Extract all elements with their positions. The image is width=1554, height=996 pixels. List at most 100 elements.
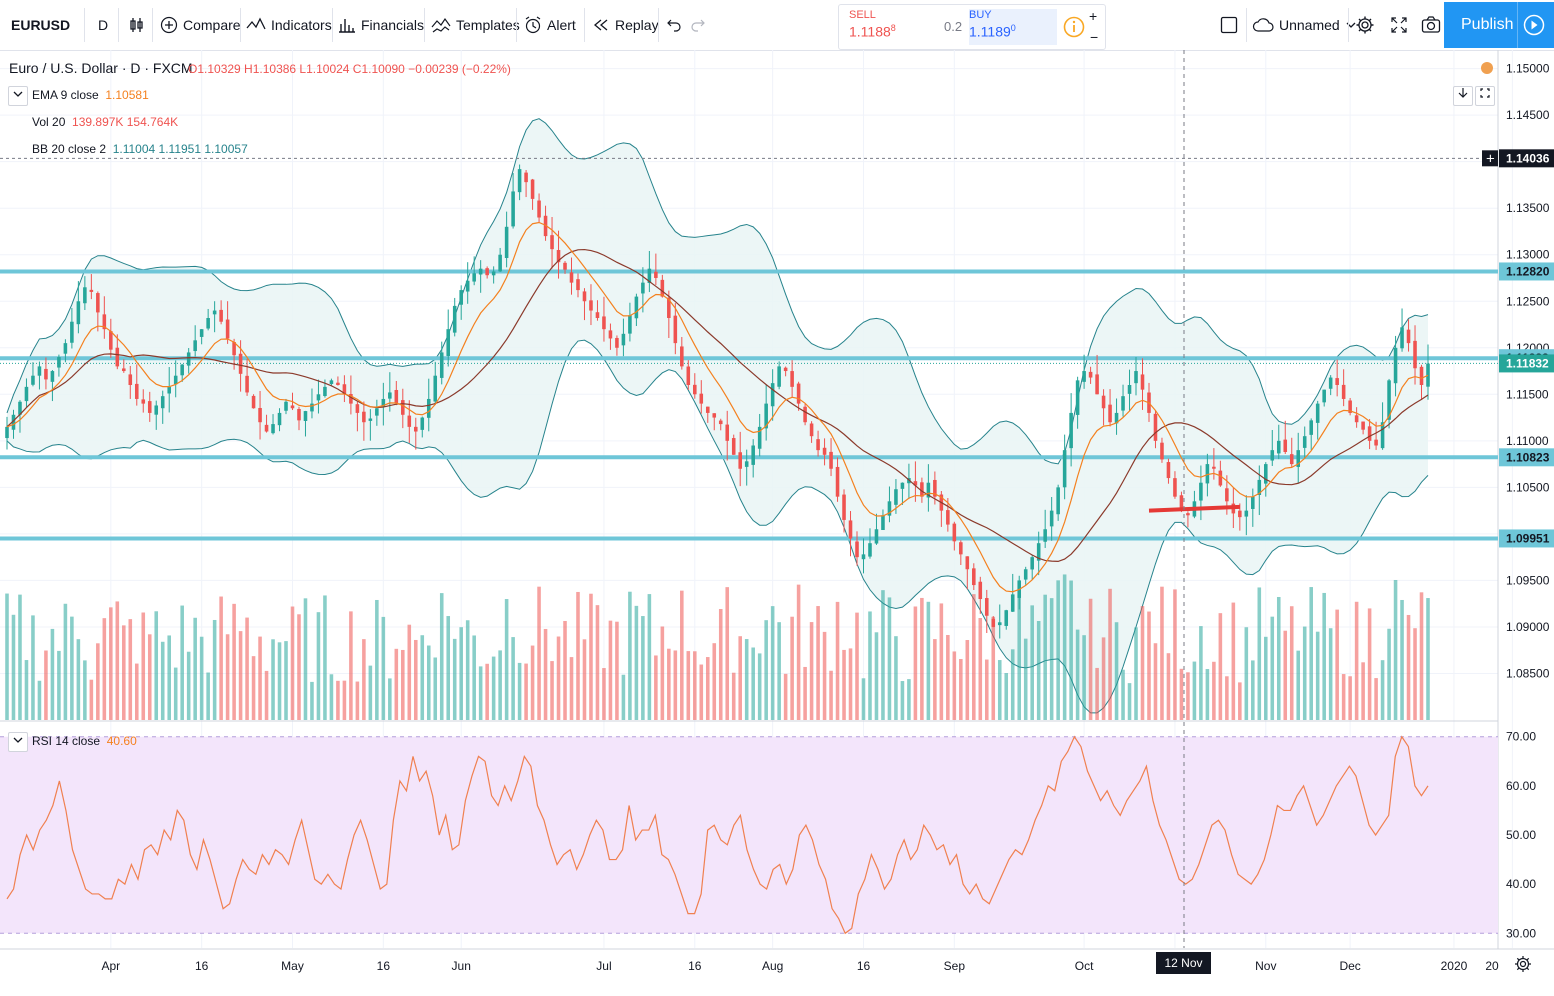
- candle-body: [615, 337, 619, 348]
- fullscreen-button[interactable]: [1390, 0, 1413, 50]
- scroll-down-button[interactable]: [1453, 86, 1473, 106]
- candle-body: [835, 466, 840, 497]
- volume-bar: [796, 584, 801, 720]
- notification-dot-icon[interactable]: [1480, 61, 1494, 75]
- price-tick-label: 1.10500: [1506, 480, 1550, 494]
- candle-body: [686, 366, 691, 385]
- reset-view-button[interactable]: [1475, 86, 1495, 106]
- volume-bar: [628, 591, 632, 720]
- candle-body: [1134, 371, 1138, 384]
- candle-body: [355, 404, 360, 413]
- volume-bar: [498, 650, 502, 720]
- candle-body: [809, 423, 814, 437]
- volume-bar: [323, 595, 327, 720]
- volume-bar: [680, 590, 684, 720]
- candle-body: [1387, 380, 1391, 420]
- candle-body: [160, 396, 165, 409]
- candle-body: [1114, 412, 1119, 424]
- price-label-box: [1499, 262, 1554, 281]
- redo-button[interactable]: [690, 0, 711, 50]
- candle-body: [394, 389, 399, 404]
- time-tick-label: May: [281, 959, 304, 973]
- snapshot-button[interactable]: [1421, 0, 1446, 50]
- ema-legend[interactable]: EMA 9 close 1.10581: [32, 88, 149, 102]
- volume-bar: [933, 639, 937, 720]
- settings-button[interactable]: [1355, 0, 1380, 50]
- undo-icon: [667, 19, 681, 32]
- sell-button[interactable]: SELL 1.11888: [849, 9, 937, 45]
- layout-menu-button[interactable]: Unnamed: [1252, 0, 1361, 50]
- candle-body: [180, 364, 184, 376]
- info-icon[interactable]: [1063, 16, 1085, 38]
- candle-body: [1173, 478, 1177, 497]
- candle-body: [1315, 403, 1320, 423]
- buy-button[interactable]: BUY 1.11890: [969, 9, 1057, 45]
- candle-body: [303, 411, 308, 421]
- select-all-checkbox[interactable]: [1220, 0, 1243, 50]
- volume-bar: [303, 598, 308, 720]
- rsi-legend[interactable]: RSI 14 close 40.60: [32, 734, 137, 748]
- price-axis[interactable]: 1.150001.145001.140001.135001.130001.125…: [1482, 62, 1554, 941]
- bb-legend[interactable]: BB 20 close 2 1.11004 1.11951 1.10057: [32, 142, 248, 156]
- time-tick-label: Oct: [1075, 959, 1094, 973]
- volume-bar: [491, 656, 496, 720]
- replay-label: Replay: [615, 17, 659, 33]
- alert-button[interactable]: Alert: [524, 0, 576, 50]
- chart-style-button[interactable]: [128, 0, 151, 50]
- compare-button[interactable]: Compare: [160, 0, 241, 50]
- candle-body: [5, 426, 9, 439]
- indicators-button[interactable]: Indicators: [246, 0, 332, 50]
- volume-bar: [1264, 636, 1268, 720]
- publish-label: Publish: [1461, 16, 1514, 33]
- volume-bar: [141, 612, 146, 720]
- gear-icon[interactable]: [1514, 955, 1532, 973]
- volume-bar: [1419, 592, 1424, 720]
- volume-bar: [757, 653, 762, 720]
- candle-body: [816, 439, 820, 451]
- candle-body: [1341, 384, 1346, 399]
- undo-button[interactable]: [666, 0, 687, 50]
- volume-bar: [173, 667, 178, 720]
- candle-body: [770, 383, 775, 407]
- gear-icon: [1356, 16, 1374, 34]
- candle-body: [900, 482, 905, 489]
- toolbar-divider: [1348, 8, 1349, 42]
- cloud-icon: [1252, 18, 1274, 32]
- quantity-increase-button[interactable]: +: [1089, 8, 1098, 24]
- bb-label: BB 20 close 2: [32, 142, 107, 156]
- chart-canvas[interactable]: 1.150001.145001.140001.135001.130001.125…: [0, 50, 1554, 984]
- volume-bar: [290, 606, 295, 720]
- plus-icon: +: [1486, 150, 1495, 167]
- candle-body: [628, 315, 632, 334]
- candle-body: [1095, 374, 1099, 395]
- volume-bar: [407, 624, 412, 720]
- volume-legend[interactable]: Vol 20 139.897K 154.764K: [32, 115, 178, 129]
- quantity-decrease-button[interactable]: −: [1090, 29, 1099, 45]
- volume-bar: [433, 657, 438, 720]
- candle-body: [790, 371, 794, 387]
- candle-body: [881, 515, 885, 530]
- candle-body: [1004, 610, 1009, 626]
- candle-body: [654, 271, 658, 278]
- buy-price-pip: 0: [1010, 23, 1016, 33]
- symbol-search-button[interactable]: EURUSD: [11, 0, 70, 50]
- replay-button[interactable]: Replay: [592, 0, 659, 50]
- volume-bar: [770, 606, 775, 720]
- templates-button[interactable]: Templates: [431, 0, 520, 50]
- financials-button[interactable]: Financials: [338, 0, 424, 50]
- volume-bar: [861, 678, 866, 720]
- volume-bar: [913, 606, 918, 720]
- candle-body: [822, 447, 827, 455]
- volume-bar: [245, 617, 249, 720]
- volume-bar: [946, 634, 950, 720]
- collapse-rsi-button[interactable]: [8, 732, 28, 752]
- candle-body: [122, 368, 126, 372]
- candle-body: [323, 386, 327, 397]
- interval-button[interactable]: D: [98, 0, 108, 50]
- publish-button[interactable]: Publish: [1444, 2, 1554, 48]
- collapse-indicators-button[interactable]: [8, 86, 28, 106]
- play-circle-icon: [1523, 14, 1545, 36]
- candle-body: [972, 568, 976, 586]
- time-axis[interactable]: Apr16May16JunJul16Aug16SepOct16NovDec202…: [101, 959, 1499, 973]
- candle-body: [407, 415, 412, 427]
